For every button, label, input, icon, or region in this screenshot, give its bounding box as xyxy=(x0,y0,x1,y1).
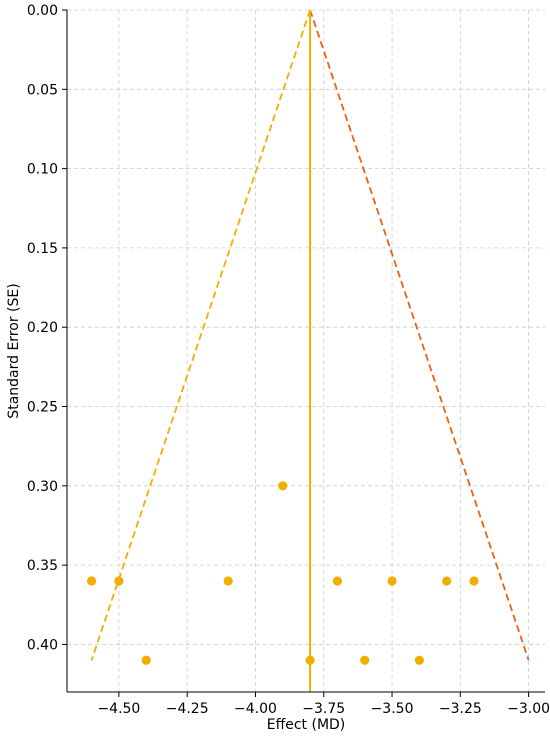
y-axis-ticks: 0.00 0.05 0.10 0.15 0.20 0.25 0.30 0.35 0.40 xyxy=(27,3,67,653)
data-point xyxy=(114,576,124,586)
data-point xyxy=(442,576,452,586)
x-tick-label: −4.50 xyxy=(97,701,140,717)
data-point xyxy=(86,576,97,586)
grid-lines xyxy=(67,9,545,692)
y-tick-label: 0.10 xyxy=(27,162,58,178)
data-point xyxy=(305,655,315,665)
data-point xyxy=(223,576,233,586)
data-point xyxy=(278,481,288,491)
data-point xyxy=(414,655,424,665)
data-point xyxy=(387,576,397,586)
x-tick-label: −3.25 xyxy=(439,701,482,717)
x-axis-ticks: −4.50 −4.25 −4.00 −3.75 −3.50 −3.25 −3.00 xyxy=(97,692,550,717)
x-tick-label: −3.75 xyxy=(302,701,345,717)
x-tick-label: −3.00 xyxy=(507,701,550,717)
x-axis-label: Effect (MD) xyxy=(267,717,346,733)
funnel-right-line xyxy=(309,9,530,661)
funnel-left-line xyxy=(90,9,311,661)
y-tick-label: 0.15 xyxy=(27,241,58,257)
y-tick-label: 0.25 xyxy=(27,400,58,416)
data-point xyxy=(141,655,151,665)
data-point xyxy=(332,576,343,586)
y-axis-label: Standard Error (SE) xyxy=(6,283,22,418)
funnel-lines xyxy=(90,9,530,692)
x-tick-label: −3.50 xyxy=(371,701,414,717)
y-tick-label: 0.30 xyxy=(27,479,58,495)
y-tick-label: 0.40 xyxy=(27,637,58,653)
x-tick-label: −4.25 xyxy=(166,701,209,717)
data-points xyxy=(86,481,479,665)
y-tick-label: 0.05 xyxy=(27,82,58,98)
x-tick-label: −4.00 xyxy=(234,701,277,717)
y-tick-label: 0.20 xyxy=(27,320,58,336)
data-point xyxy=(469,576,479,586)
data-point xyxy=(360,655,370,665)
y-tick-label: 0.00 xyxy=(27,3,58,19)
y-tick-label: 0.35 xyxy=(27,558,58,574)
axes xyxy=(66,10,545,693)
